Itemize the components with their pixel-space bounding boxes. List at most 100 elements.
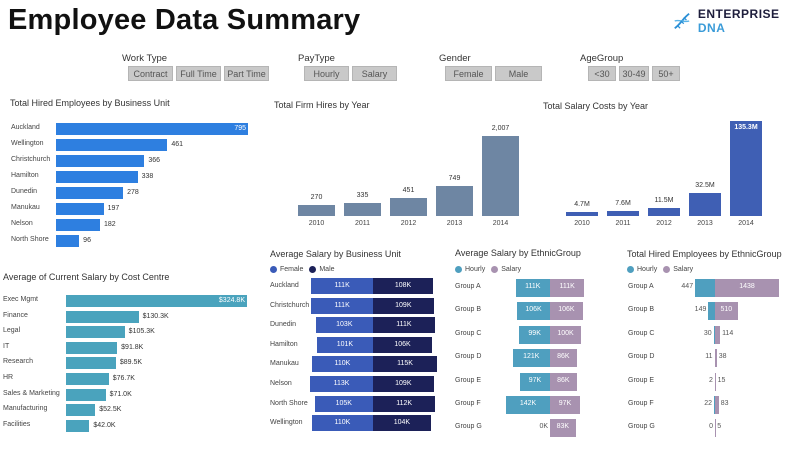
data-label-salary-group-c: 100K [557,329,574,337]
bar-female-north-shore [314,395,373,412]
category-label-dunedin: Dunedin [11,188,38,195]
category-label-dunedin: Dunedin [270,321,297,329]
bar-dunedin [56,187,124,199]
category-label-facilities: Facilities [3,420,31,428]
category-label-hamilton: Hamilton [270,340,298,348]
category-label-research: Research [3,358,33,366]
bar-salary-group-e [715,372,716,391]
data-label-male-hamilton: 106K [394,340,411,348]
slicer-option-30-49[interactable]: 30-49 [619,66,649,81]
slicer-option-male[interactable]: Male [495,66,542,81]
slicer-label: AgeGroup [580,53,624,64]
chart-salary-by-business-unit: Auckland 111K 108K Christchurch 111K 109K Dune… [268,277,443,437]
data-label-female-manukau: 110K [334,360,351,368]
category-label-finance: Finance [3,311,28,319]
legend-hourly-swatch [627,266,634,273]
data-label-salary-group-g: 83K [556,423,570,431]
data-label-2010: 4.7M [574,201,590,208]
chart-salary-by-year: 4.7M 2010 7.6M 2011 11.5M 2012 32.5M 2013 135.3M… [560,118,780,235]
category-label-wellington: Wellington [11,140,44,147]
data-label-2010: 270 [310,194,323,201]
bar-female-dunedin [315,317,373,334]
slicer-option-part-time[interactable]: Part Time [224,66,269,81]
data-label-hourly-group-b: 106K [525,306,542,314]
bar-hourly-group-a [515,279,550,297]
bar-2010 [298,205,335,216]
chart-title-hires-year: Total Firm Hires by Year [274,100,370,110]
tick-label-2011: 2011 [354,220,371,227]
data-label-it: $91.8K [121,343,144,351]
data-label-nelson: 182 [103,221,116,228]
bar-research [66,357,116,370]
data-label-female-wellington: 110K [334,419,351,427]
bar-2013 [436,186,473,216]
data-label-dunedin: 278 [127,189,139,196]
data-label-hourly-group-e: 2 [709,376,713,384]
slicer-option-hourly[interactable]: Hourly [304,66,349,81]
data-label-exec-mgmt: $324.8K [218,297,245,304]
data-label-hourly-group-b: 149 [694,306,707,314]
tick-label-2014: 2014 [738,220,754,227]
legend-paytype-hired: Hourly Salary [627,266,693,273]
category-label-hamilton: Hamilton [11,172,39,179]
slicer-work-type: Work Type Contract Full Time Part Time [122,53,269,81]
data-label-male-manukau: 115K [397,360,413,368]
bar-wellington [56,139,168,151]
slicer-gender: Gender Female Male [439,53,542,81]
data-label-female-nelson: 113K [333,380,350,387]
slicer-option-under-30[interactable]: <30 [588,66,616,81]
slicer-option-contract[interactable]: Contract [128,66,173,81]
data-label-female-auckland: 111K [334,282,350,289]
tick-label-2012: 2012 [656,220,672,227]
category-label-legal: Legal [3,327,21,335]
bar-hourly-group-b [517,302,550,321]
data-label-2013: 32.5M [695,182,715,190]
bar-2014 [482,136,519,216]
slicer-option-50-plus[interactable]: 50+ [652,66,680,81]
legend-salary-label: Salary [501,266,522,273]
chart-title-hired-bu: Total Hired Employees by Business Unit [10,98,170,108]
bar-male-auckland [373,278,434,294]
legend-hourly-swatch [455,266,462,273]
bar-female-manukau [311,356,373,373]
data-label-2011: 7.6M [615,199,631,207]
bar-it [66,341,118,354]
category-label-sales-marketing: Sales & Marketing [3,389,60,397]
category-label-wellington: Wellington [270,419,303,427]
category-label-group-f: Group F [455,400,481,407]
data-label-hourly-group-d: 121K [523,353,540,361]
tick-label-2012: 2012 [400,220,417,227]
bar-2011 [344,202,381,216]
data-label-hourly-group-a: 111K [525,283,541,290]
category-label-manufacturing: Manufacturing [3,405,48,413]
bar-exec-mgmt [66,295,247,307]
bar-manukau [56,203,104,215]
data-label-female-hamilton: 101K [336,340,354,348]
data-label-facilities: $42.0K [93,421,116,429]
data-label-legal: $105.3K [128,328,155,336]
bar-salary-group-f [715,396,719,414]
slicer-option-salary[interactable]: Salary [352,66,397,81]
bar-hourly-group-f [714,396,715,414]
legend-male-label: Male [319,266,335,273]
data-label-north-shore: 96 [83,237,91,244]
bar-male-dunedin [373,317,435,334]
chart-salary-by-cost-centre: Exec Mgmt $324.8K Finance $130.3K Legal $105.… [0,293,265,433]
slicer-option-full-time[interactable]: Full Time [176,66,221,81]
data-label-hourly-group-g: 0 [709,423,713,431]
bar-2010 [566,212,598,216]
category-label-christchurch: Christchurch [270,301,310,309]
data-label-female-dunedin: 103K [336,321,353,329]
category-label-manukau: Manukau [11,204,40,211]
slicer-pay-type: PayType Hourly Salary [298,53,397,81]
bar-male-wellington [373,415,431,432]
category-label-manukau: Manukau [270,360,299,368]
category-label-nelson: Nelson [11,220,33,227]
bar-hourly-group-f [506,396,550,414]
slicer-option-female[interactable]: Female [445,66,492,81]
tick-label-2013: 2013 [697,220,713,227]
bar-manufacturing [66,404,96,417]
data-label-hr: $76.7K [112,375,135,382]
category-label-group-d: Group D [455,353,482,361]
tick-label-2010: 2010 [308,220,325,227]
